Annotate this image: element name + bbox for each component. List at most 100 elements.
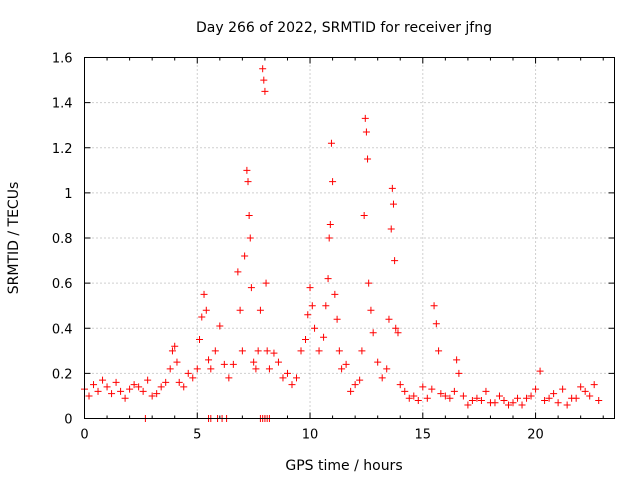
- data-point: [130, 381, 138, 389]
- data-point: [364, 155, 372, 163]
- data-point: [360, 211, 368, 219]
- data-point: [261, 87, 269, 95]
- data-point: [205, 356, 213, 364]
- data-point: [550, 390, 558, 398]
- data-point: [595, 396, 603, 404]
- data-point: [283, 369, 291, 377]
- data-point: [500, 396, 508, 404]
- data-point: [523, 394, 531, 402]
- data-point: [396, 381, 404, 389]
- data-point: [428, 385, 436, 393]
- data-point: [85, 392, 93, 400]
- data-point: [367, 306, 375, 314]
- data-point: [196, 336, 204, 344]
- data-point: [324, 275, 332, 283]
- data-point: [405, 394, 413, 402]
- data-point: [446, 394, 454, 402]
- data-point: [430, 302, 438, 310]
- data-point: [459, 392, 467, 400]
- data-point: [304, 311, 312, 319]
- data-point: [432, 320, 440, 328]
- data-point: [441, 392, 449, 400]
- data-point: [577, 383, 585, 391]
- data-point: [322, 302, 330, 310]
- data-point: [572, 394, 580, 402]
- data-point: [202, 306, 210, 314]
- data-point: [581, 387, 589, 395]
- data-point: [391, 257, 399, 265]
- data-point: [333, 315, 341, 323]
- y-tick-label: 0.4: [52, 322, 73, 337]
- data-point: [112, 378, 120, 386]
- data-point: [477, 396, 485, 404]
- data-point: [234, 268, 242, 276]
- y-tick-label: 0.8: [52, 232, 73, 247]
- data-point: [263, 347, 271, 355]
- data-point: [256, 306, 264, 314]
- data-point: [464, 401, 472, 409]
- data-point: [505, 401, 512, 409]
- data-point: [189, 374, 197, 382]
- data-point: [545, 394, 553, 402]
- data-point: [342, 360, 350, 368]
- data-point: [358, 347, 366, 355]
- data-point: [590, 381, 598, 389]
- data-point: [262, 279, 270, 287]
- data-point: [435, 347, 443, 355]
- data-point: [509, 399, 517, 407]
- data-point: [383, 365, 391, 373]
- data-point: [244, 178, 252, 186]
- data-point: [392, 324, 400, 332]
- x-tick-label: 15: [415, 428, 432, 443]
- data-point: [388, 184, 396, 192]
- data-point: [374, 358, 382, 366]
- data-point: [559, 385, 567, 393]
- data-point: [200, 290, 208, 298]
- data-point: [378, 374, 386, 382]
- data-point: [148, 392, 156, 400]
- data-point: [121, 394, 129, 402]
- data-point: [135, 383, 143, 391]
- data-point: [325, 234, 333, 242]
- data-point: [327, 139, 335, 147]
- data-point: [236, 306, 244, 314]
- data-point: [173, 358, 181, 366]
- data-point: [211, 347, 219, 355]
- data-point: [331, 290, 339, 298]
- data-point: [329, 178, 337, 186]
- x-tick-label: 10: [302, 428, 319, 443]
- x-tick-label: 20: [527, 428, 544, 443]
- data-point: [245, 211, 253, 219]
- data-point: [491, 399, 499, 407]
- data-point: [387, 225, 395, 233]
- data-point: [274, 358, 282, 366]
- data-point: [356, 376, 364, 384]
- x-axis-label: GPS time / hours: [285, 458, 402, 474]
- data-point: [450, 387, 458, 395]
- data-point: [216, 322, 224, 330]
- data-point: [157, 383, 165, 391]
- data-point: [361, 114, 369, 122]
- data-point: [184, 369, 192, 377]
- data-point: [335, 347, 343, 355]
- data-point: [250, 358, 258, 366]
- data-point: [171, 342, 179, 350]
- data-point: [482, 387, 490, 395]
- data-point: [153, 390, 161, 398]
- data-point: [514, 394, 522, 402]
- data-point: [243, 166, 251, 174]
- data-point: [423, 394, 431, 402]
- data-point: [90, 381, 98, 389]
- y-tick-label: 0: [64, 413, 72, 428]
- data-point: [207, 365, 215, 373]
- data-point: [297, 347, 305, 355]
- data-point: [306, 284, 314, 292]
- data-point: [394, 329, 402, 337]
- data-point: [260, 76, 268, 84]
- data-point: [238, 347, 246, 355]
- data-point: [311, 324, 319, 332]
- data-point: [198, 313, 206, 321]
- data-point: [288, 381, 296, 389]
- data-point: [401, 387, 409, 395]
